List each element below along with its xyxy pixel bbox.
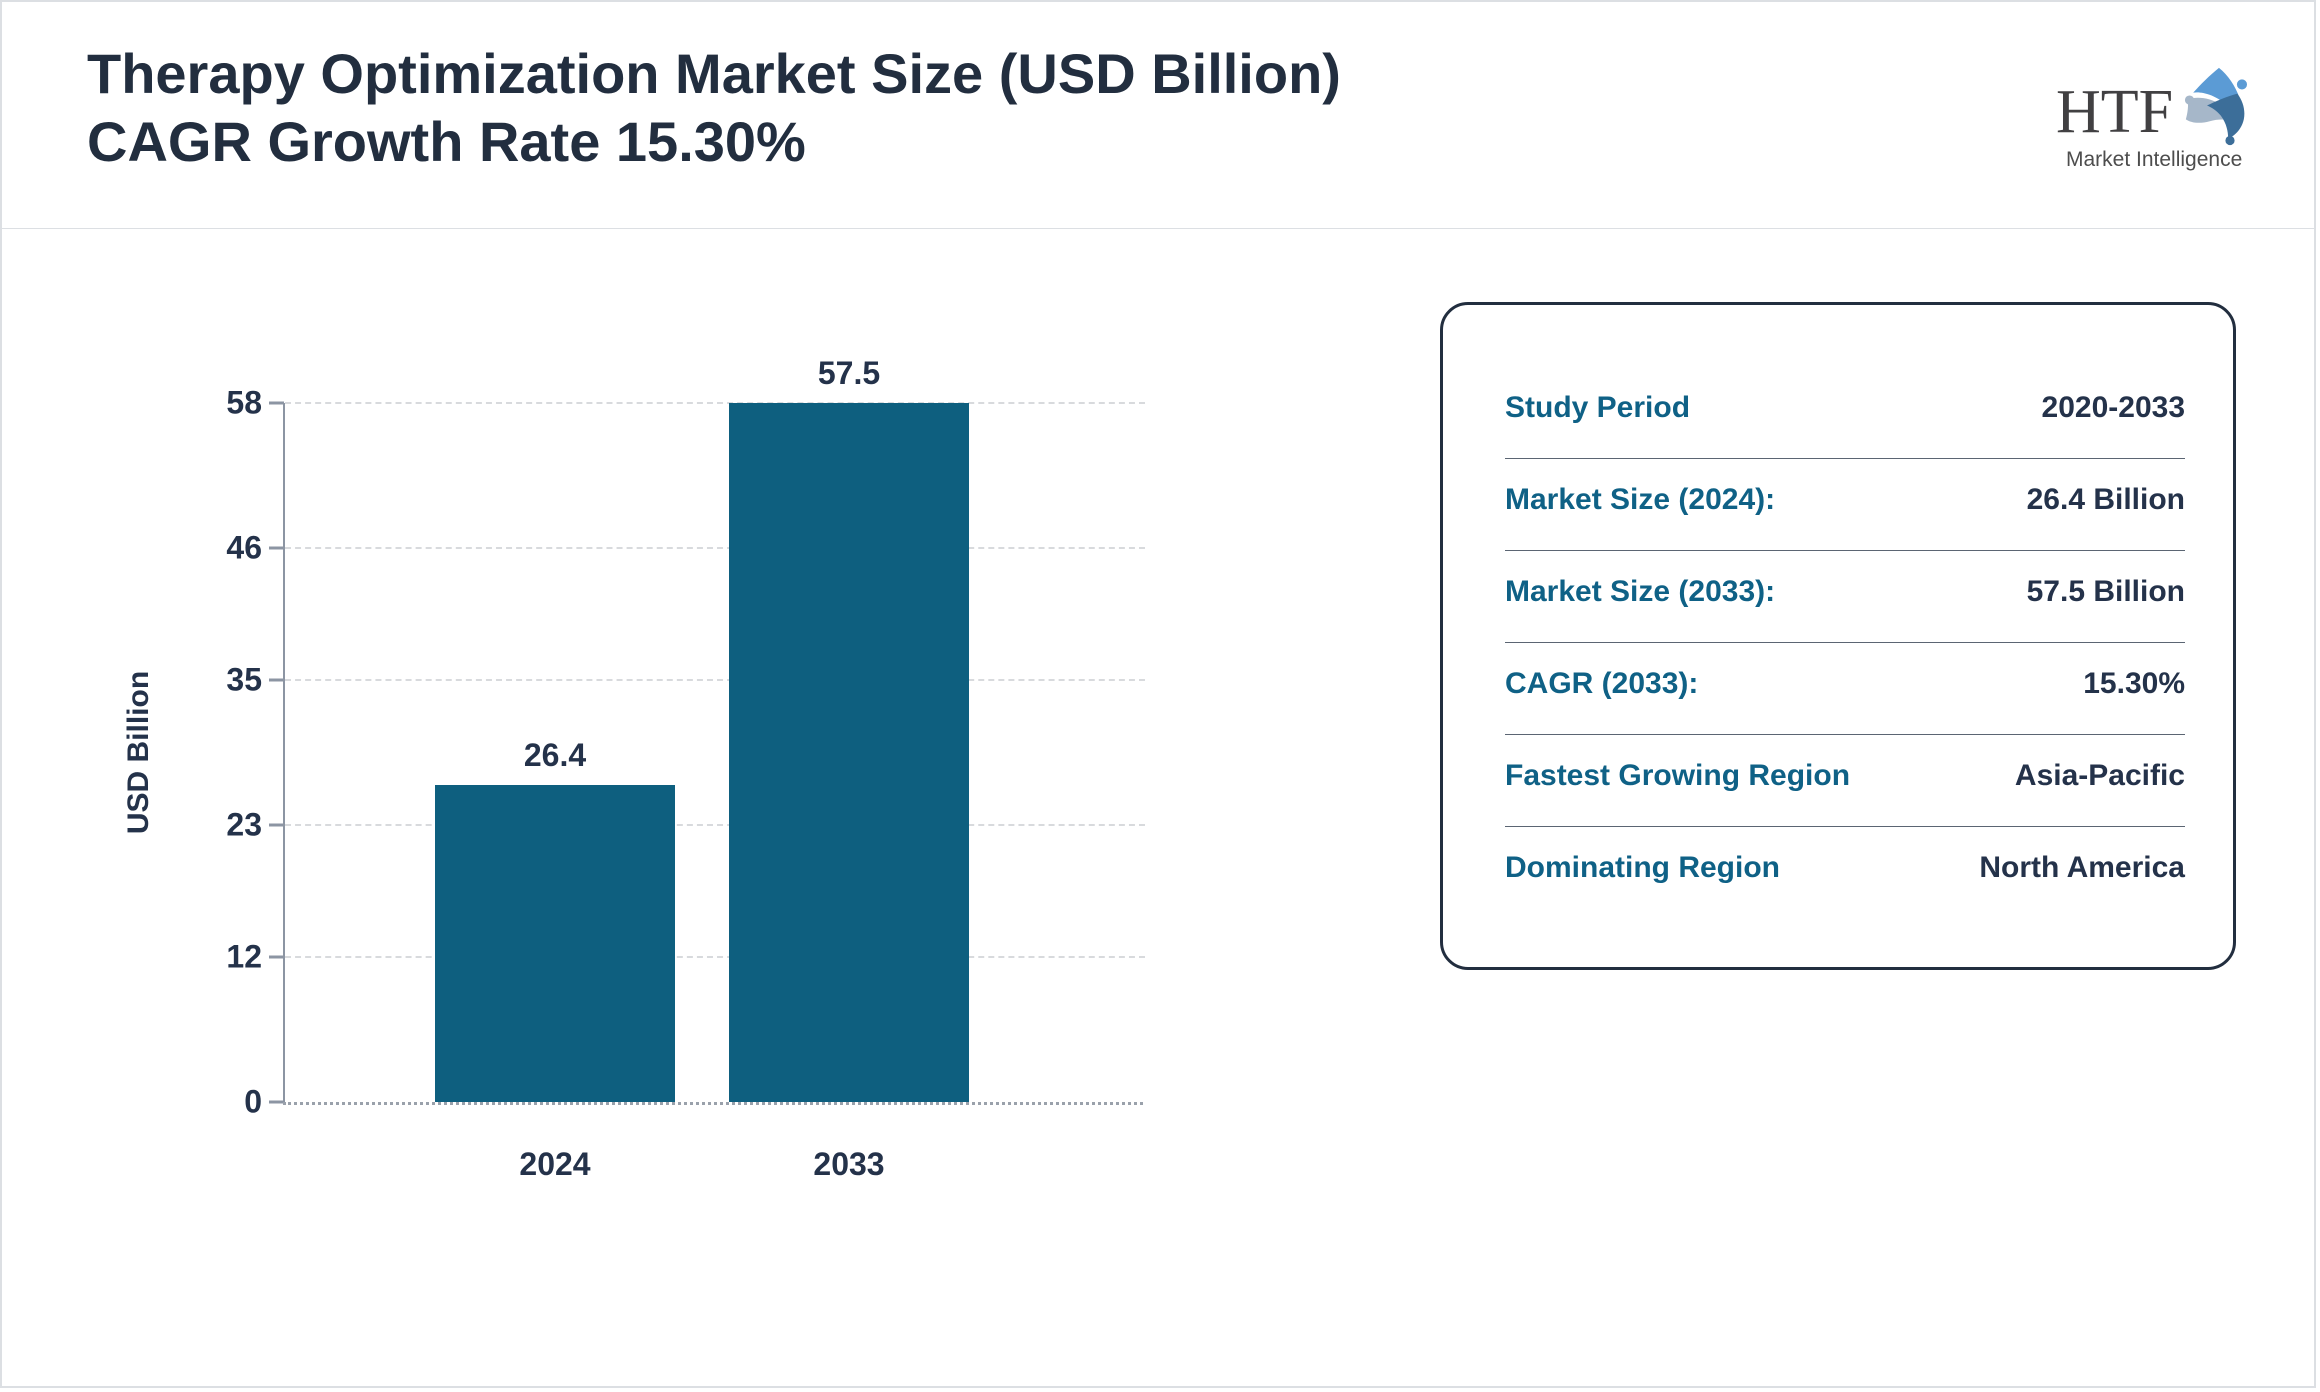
svg-text:HTF: HTF (2056, 78, 2173, 146)
